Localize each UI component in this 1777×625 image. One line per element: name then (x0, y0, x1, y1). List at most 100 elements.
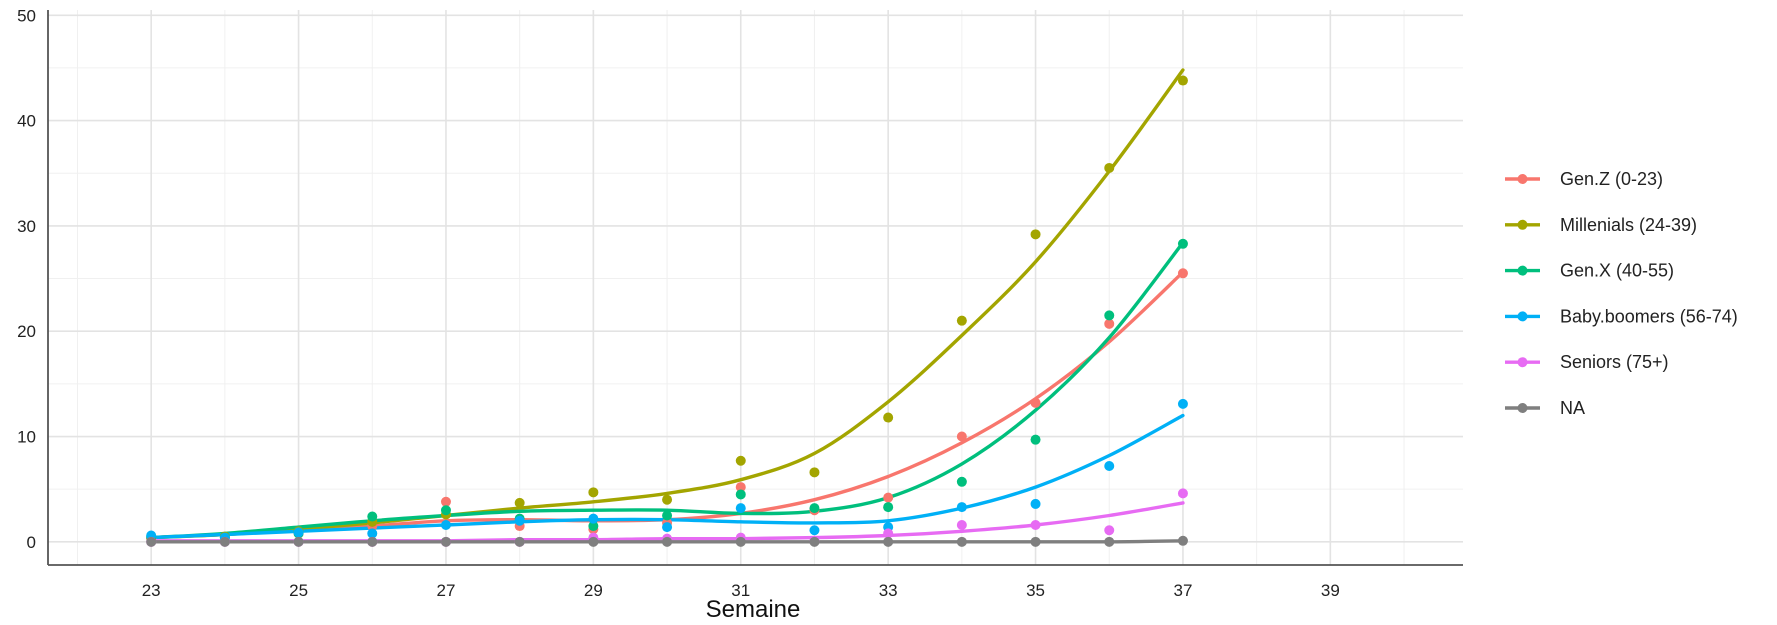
series-2-point (440, 505, 451, 516)
series-4-point (956, 519, 967, 530)
series-3-point (440, 519, 451, 530)
series-0-point (956, 431, 967, 442)
series-2-point (735, 489, 746, 500)
x-tick-label: 27 (437, 581, 456, 600)
series-5-point (219, 536, 230, 547)
series-3-point (735, 503, 746, 514)
x-axis-ticks: 23 25 27 29 31 33 35 37 39 (142, 581, 1340, 600)
series-2-point (662, 510, 673, 521)
x-tick-label: 29 (584, 581, 603, 600)
legend-key-point (1517, 265, 1528, 276)
legend-label: Seniors (75+) (1560, 352, 1669, 372)
series-1-point (1030, 229, 1041, 240)
legend-label: Baby.boomers (56-74) (1560, 306, 1738, 326)
series-0-point (1104, 318, 1115, 329)
x-tick-label: 33 (879, 581, 898, 600)
series-1-point (1177, 75, 1188, 86)
x-tick-label: 35 (1026, 581, 1045, 600)
series-5-point (1030, 536, 1041, 547)
y-tick-label: 20 (17, 322, 36, 341)
series-2-point (588, 521, 599, 532)
legend-item-4: Seniors (75+) (1505, 352, 1669, 372)
series-3-point (514, 515, 525, 526)
series-2-point (1104, 310, 1115, 321)
legend-item-2: Gen.X (40-55) (1505, 261, 1674, 281)
x-tick-label: 37 (1173, 581, 1192, 600)
series-1-point (809, 467, 820, 478)
legend: Gen.Z (0-23) Millenials (24-39) Gen.X (40-… (1505, 169, 1738, 418)
series-3-point (1030, 498, 1041, 509)
legend-key-point (1517, 174, 1528, 184)
series-5-point (514, 536, 525, 547)
series-1-point (735, 455, 746, 466)
series-3-point (293, 527, 304, 538)
legend-label: Gen.X (40-55) (1560, 261, 1674, 281)
series-2-point (1030, 434, 1041, 445)
legend-item-5: NA (1505, 398, 1585, 418)
y-tick-label: 30 (17, 217, 36, 236)
series-2-point (956, 476, 967, 487)
series-5-point (1104, 536, 1115, 547)
series-4-point (1104, 525, 1115, 536)
series-5-point (1177, 535, 1188, 546)
series-5-point (662, 536, 673, 547)
series-3-point (588, 513, 599, 524)
legend-item-0: Gen.Z (0-23) (1505, 169, 1663, 189)
x-tick-label: 23 (142, 581, 161, 600)
series-5-point (735, 536, 746, 547)
series-0-point (883, 492, 894, 503)
series-5-point (956, 536, 967, 547)
series-2-line (149, 241, 1185, 540)
series-5-point (588, 536, 599, 547)
legend-label: NA (1560, 398, 1585, 418)
series-2-point (809, 503, 820, 514)
series-3-point (662, 522, 673, 533)
series-0-point (1177, 268, 1188, 279)
series-3-point (1177, 398, 1188, 409)
y-tick-label: 40 (17, 112, 36, 131)
legend-key-point (1517, 219, 1528, 230)
series-1-point (1104, 162, 1115, 173)
y-tick-label: 0 (27, 533, 36, 552)
x-tick-label: 25 (289, 581, 308, 600)
series-4-point (883, 528, 894, 539)
y-tick-label: 10 (17, 428, 36, 447)
y-axis-ticks: 0 10 20 30 40 50 (17, 6, 36, 552)
series-5-point (146, 536, 157, 547)
series-2-point (1177, 238, 1188, 249)
series-1-point (883, 412, 894, 423)
series-0-point (440, 496, 451, 507)
axes (47, 10, 1463, 566)
series-3-point (367, 528, 378, 539)
series-1-line (149, 68, 1185, 540)
series-0-point (735, 482, 746, 493)
series-5-point (293, 536, 304, 547)
legend-key-point (1517, 357, 1528, 368)
series-5-point (367, 536, 378, 547)
series-1-point (514, 497, 525, 508)
series-points (146, 75, 1188, 547)
series-1-point (662, 494, 673, 505)
x-tick-label: 31 (731, 581, 750, 600)
series-4-point (1177, 488, 1188, 499)
series-5-point (440, 536, 451, 547)
x-axis-title: Semaine (706, 596, 801, 623)
y-tick-label: 50 (17, 6, 36, 25)
series-1-point (588, 487, 599, 498)
series-5-point (809, 536, 820, 547)
legend-item-1: Millenials (24-39) (1505, 215, 1697, 235)
series-0-point (1030, 397, 1041, 408)
legend-label: Millenials (24-39) (1560, 215, 1697, 235)
legend-label: Gen.Z (0-23) (1560, 169, 1663, 189)
series-3-point (1104, 461, 1115, 472)
legend-item-3: Baby.boomers (56-74) (1505, 306, 1738, 326)
series-2-point (883, 502, 894, 513)
series-2-point (367, 511, 378, 522)
legend-key-point (1517, 311, 1528, 322)
legend-key-point (1517, 403, 1528, 413)
series-3-point (809, 525, 820, 536)
series-4-point (1030, 519, 1041, 530)
series-1-point (956, 315, 967, 326)
